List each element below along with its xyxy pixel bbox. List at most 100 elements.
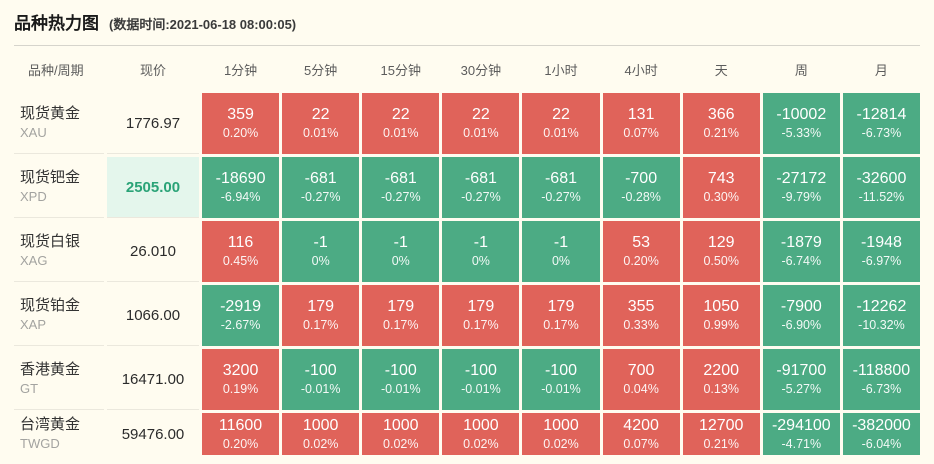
change-percent: -4.71% (781, 436, 822, 451)
instrument-symbol: XPD (20, 189, 47, 204)
change-value: 129 (707, 234, 735, 251)
instrument-symbol: XAG (20, 253, 48, 268)
change-cell: -681 -0.27% (362, 157, 440, 218)
change-percent: 0.50% (703, 254, 739, 268)
change-value: -100 (304, 362, 337, 379)
instrument-name: 香港黄金 (20, 361, 81, 378)
table-row: 现货黄金 XAU 1776.97 359 0.20% 22 0.01% 22 0.01% 22 0.… (14, 93, 920, 154)
instrument-symbol: TWGD (20, 436, 60, 451)
change-percent: -6.73% (861, 126, 902, 140)
change-value: -12262 (856, 298, 907, 315)
change-percent: -6.94% (220, 190, 261, 204)
change-cell: -681 -0.27% (282, 157, 360, 218)
change-value: 743 (707, 170, 735, 187)
change-value: 116 (227, 234, 254, 251)
change-cell: 700 0.04% (602, 349, 680, 410)
column-header-0: 品种/周期 (28, 63, 84, 78)
change-value: -12814 (856, 106, 907, 123)
change-cell: -100 -0.01% (282, 349, 360, 410)
instrument-name: 现货钯金 (20, 169, 81, 186)
change-cell: -1948 -6.97% (842, 221, 920, 282)
change-percent: 0.07% (623, 436, 659, 451)
change-percent: 0.20% (623, 254, 659, 268)
title-divider (14, 45, 920, 46)
instrument-cell[interactable]: 香港黄金 GT (14, 349, 104, 410)
change-value: -382000 (852, 416, 911, 434)
change-percent: 0% (311, 254, 330, 268)
change-cell: 22 0.01% (282, 93, 360, 154)
change-cell: 1000 0.02% (362, 413, 440, 455)
change-cell: 366 0.21% (682, 93, 760, 154)
change-cell: 2200 0.13% (682, 349, 760, 410)
change-cell: 22 0.01% (362, 93, 440, 154)
instrument-cell[interactable]: 台湾黄金 TWGD (14, 413, 104, 455)
change-percent: 0.13% (703, 382, 739, 396)
change-cell: -91700 -5.27% (762, 349, 840, 410)
table-row: 香港黄金 GT 16471.00 3200 0.19% -100 -0.01% -100 -0.… (14, 349, 920, 410)
change-value: 11600 (218, 416, 263, 434)
change-value: 3200 (222, 362, 259, 379)
change-value: -681 (544, 170, 577, 187)
page-title: 品种热力图 (14, 14, 99, 33)
change-cell: 12700 0.21% (682, 413, 760, 455)
change-value: -118800 (852, 362, 911, 379)
change-value: 4200 (623, 416, 659, 434)
change-cell: -100 -0.01% (442, 349, 520, 410)
change-cell: 3200 0.19% (202, 349, 280, 410)
change-percent: 0.20% (222, 436, 259, 451)
change-value: 179 (467, 298, 495, 315)
change-percent: 0.30% (703, 190, 739, 204)
change-percent: -5.33% (781, 126, 822, 140)
table-row: 台湾黄金 TWGD 59476.00 11600 0.20% 1000 0.02% 1000 0… (14, 413, 920, 455)
change-percent: 0.02% (463, 436, 499, 451)
change-value: -32600 (856, 170, 907, 187)
change-cell: 11600 0.20% (202, 413, 280, 455)
change-cell: -7900 -6.90% (762, 285, 840, 346)
change-cell: 1000 0.02% (282, 413, 360, 455)
change-value: -100 (384, 362, 417, 379)
instrument-cell[interactable]: 现货白银 XAG (14, 221, 104, 282)
column-header-7: 4小时 (624, 63, 658, 78)
change-percent: -11.52% (858, 190, 905, 204)
instrument-cell[interactable]: 现货钯金 XPD (14, 157, 104, 218)
instrument-cell[interactable]: 现货黄金 XAU (14, 93, 104, 154)
price-cell: 26.010 (107, 221, 199, 282)
change-percent: -5.27% (781, 382, 822, 396)
price-cell: 1776.97 (107, 93, 199, 154)
change-percent: 0.17% (302, 318, 339, 332)
column-header-1: 现价 (139, 63, 166, 78)
change-value: -294100 (771, 416, 831, 434)
change-cell: 743 0.30% (682, 157, 760, 218)
column-header-6: 1小时 (544, 63, 578, 78)
change-value: 53 (632, 234, 650, 251)
change-value: 700 (627, 362, 655, 379)
change-cell: 179 0.17% (522, 285, 600, 346)
change-value: -700 (625, 170, 658, 187)
change-value: 1000 (382, 416, 419, 434)
change-cell: -10002 -5.33% (762, 93, 840, 154)
change-value: -2919 (220, 298, 262, 315)
table-row: 现货钯金 XPD 2505.00 -18690 -6.94% -681 -0.27% -681… (14, 157, 920, 218)
instrument-cell[interactable]: 现货铂金 XAP (14, 285, 104, 346)
change-cell: 53 0.20% (602, 221, 680, 282)
change-percent: -6.97% (861, 254, 902, 268)
change-value: -18690 (215, 170, 266, 187)
change-cell: -681 -0.27% (442, 157, 520, 218)
change-percent: -0.01% (300, 382, 341, 396)
change-cell: 116 0.45% (202, 221, 280, 282)
change-cell: -12814 -6.73% (842, 93, 920, 154)
column-header-9: 周 (794, 63, 808, 78)
table-row: 现货铂金 XAP 1066.00 -2919 -2.67% 179 0.17% 179 0.17… (14, 285, 920, 346)
change-percent: 0.02% (543, 436, 579, 451)
change-value: 22 (552, 106, 570, 123)
instrument-symbol: XAP (20, 317, 47, 332)
change-percent: -0.01% (380, 382, 421, 396)
change-percent: 0.21% (703, 436, 739, 451)
change-percent: 0% (391, 254, 410, 268)
change-value: -1948 (860, 234, 902, 251)
instrument-name: 现货铂金 (20, 297, 81, 314)
change-percent: -9.79% (781, 190, 822, 204)
change-cell: 22 0.01% (442, 93, 520, 154)
change-value: 22 (471, 106, 490, 123)
change-value: 2200 (703, 362, 739, 379)
